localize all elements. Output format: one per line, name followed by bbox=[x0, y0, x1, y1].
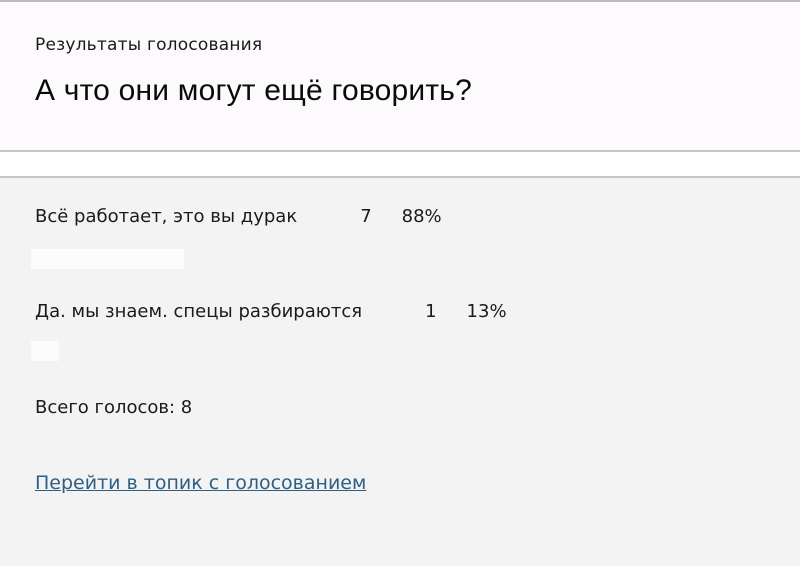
option-percent: 88% bbox=[401, 206, 442, 227]
option-votes-count: 7 bbox=[360, 206, 372, 227]
total-votes: Всего голосов: 8 bbox=[35, 397, 193, 418]
option-percent: 13% bbox=[466, 301, 507, 322]
option-label: Да. мы знаем. спецы разбираются bbox=[35, 301, 363, 322]
go-to-topic-link[interactable]: Перейти в топик с голосованием bbox=[35, 472, 367, 494]
poll-header: Результаты голосования А что они могут е… bbox=[0, 2, 800, 152]
option-votes-count: 1 bbox=[425, 301, 437, 322]
poll-eyebrow: Результаты голосования bbox=[35, 35, 263, 55]
option-result-bar bbox=[31, 341, 59, 361]
poll-title: А что они могут ещё говорить? bbox=[35, 74, 473, 107]
poll-option-row: Всё работает, это вы дурак 7 88% bbox=[35, 178, 800, 227]
poll-results-section: Всё работает, это вы дурак 7 88% Да. мы зн… bbox=[0, 176, 800, 564]
header-divider-band bbox=[0, 152, 800, 176]
option-label: Всё работает, это вы дурак bbox=[35, 206, 298, 227]
topic-link-row: Перейти в топик с голосованием bbox=[35, 472, 800, 494]
option-result-bar bbox=[31, 249, 184, 269]
poll-option-row: Да. мы знаем. спецы разбираются 1 13% bbox=[35, 269, 800, 322]
